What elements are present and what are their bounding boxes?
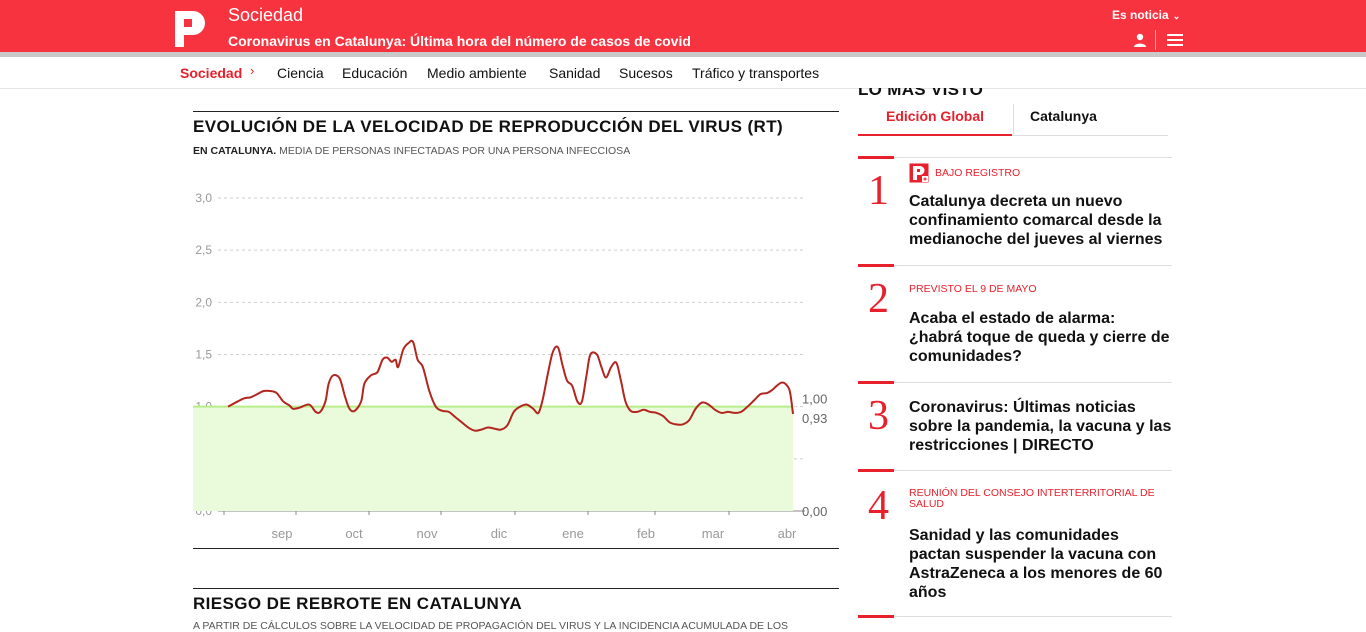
user-button[interactable]	[1125, 30, 1156, 50]
item-accent	[858, 381, 894, 384]
x-tick-label: abr	[778, 526, 797, 541]
item-kicker: PREVISTO EL 9 DE MAYO	[909, 283, 1037, 295]
tab-catalunya[interactable]: Catalunya	[1013, 104, 1167, 134]
chart2-top-rule	[193, 588, 839, 589]
es-noticia-label: Es noticia	[1112, 8, 1169, 22]
chevron-down-icon: ⌄	[1172, 11, 1181, 21]
x-tick-label: ene	[562, 526, 584, 541]
item-headline[interactable]: Sanidad y las comunidades pactan suspend…	[909, 527, 1163, 601]
section-title[interactable]: Sociedad	[228, 5, 304, 25]
y-tick-label: 2,0	[195, 295, 212, 309]
subnav-item-sociedad[interactable]: Sociedad	[180, 65, 243, 81]
below-threshold-fill	[193, 406, 793, 511]
end-value-labels: 1,00 0,93 0,00	[802, 392, 827, 519]
y-tick-label: 3,0	[195, 191, 212, 205]
header-headline[interactable]: Coronavirus en Catalunya: Última hora de…	[228, 33, 691, 49]
end-value-label: 0,93	[802, 411, 827, 426]
subnav-item-sanidad[interactable]: Sanidad	[549, 65, 601, 81]
item-headline[interactable]: Catalunya decreta un nuevo confinamiento…	[909, 193, 1163, 248]
chart2-subtitle: A PARTIR DE CÁLCULOS SOBRE LA VELOCIDAD …	[193, 620, 788, 632]
menu-button[interactable]	[1160, 30, 1190, 50]
list-item[interactable]: 4 REUNIÓN DEL CONSEJO INTERTERRITORIAL D…	[858, 469, 1172, 617]
section-nav: Sociedad › Ciencia Educación Medio ambie…	[0, 57, 1366, 89]
logo-icon[interactable]	[175, 11, 207, 47]
subnav-item-medio-ambiente[interactable]: Medio ambiente	[427, 65, 527, 81]
x-tick-label: oct	[345, 526, 363, 541]
list-item[interactable]: 1 BAJO REGISTRO Catalunya decreta un nue…	[858, 156, 1172, 266]
list-item[interactable]: 2 PREVISTO EL 9 DE MAYO Acaba el estado …	[858, 264, 1172, 383]
item-accent	[858, 469, 894, 472]
subnav-item-educacion[interactable]: Educación	[342, 65, 408, 81]
chart-title: EVOLUCIÓN DE LA VELOCIDAD DE REPRODUCCIÓ…	[193, 117, 784, 136]
rank-number: 1	[868, 168, 889, 214]
list-item	[858, 615, 1172, 626]
y-tick-label: 2,5	[195, 243, 212, 257]
x-axis-ticks: sep oct nov dic ene feb mar abr	[223, 511, 797, 541]
item-kicker: REUNIÓN DEL CONSEJO INTERTERRITORIAL DE …	[909, 487, 1155, 510]
chart-bottom-rule	[193, 548, 839, 549]
item-headline[interactable]: Coronavirus: Últimas noticias sobre la p…	[909, 399, 1172, 454]
x-tick-label: mar	[702, 526, 725, 541]
x-tick-label: sep	[272, 526, 293, 541]
registered-badge-icon	[909, 163, 929, 183]
end-value-label: 0,00	[802, 504, 827, 519]
subnav-item-trafico[interactable]: Tráfico y transportes	[692, 65, 820, 81]
chevron-right-icon: ›	[250, 63, 255, 78]
most-viewed-tabs: Edición Global Catalunya	[858, 104, 1168, 136]
y-axis-ticks: 0,00,51,01,52,02,53,0	[195, 191, 212, 518]
chart2-title: RIESGO DE REBROTE EN CATALUNYA	[193, 594, 523, 613]
x-tick-label: dic	[491, 526, 508, 541]
item-headline[interactable]: Acaba el estado de alarma: ¿habrá toque …	[909, 310, 1170, 365]
item-accent	[858, 156, 894, 159]
chart-subtitle-bold: EN CATALUNYA.	[193, 145, 277, 157]
rt-series-line	[227, 339, 794, 432]
subnav-item-ciencia[interactable]: Ciencia	[277, 65, 324, 81]
chart-subtitle-rest: MEDIA DE PERSONAS INFECTADAS POR UNA PER…	[276, 145, 631, 157]
chart-subtitle: EN CATALUNYA. MEDIA DE PERSONAS INFECTAD…	[193, 145, 630, 157]
subnav-item-sucesos[interactable]: Sucesos	[619, 65, 673, 81]
x-tick-label: nov	[417, 526, 438, 541]
item-accent	[858, 264, 894, 267]
x-tick-label: feb	[637, 526, 655, 541]
kicker-text: BAJO REGISTRO	[935, 166, 1021, 179]
most-viewed-title: LO MÁS VISTO	[858, 80, 984, 99]
header-shadow	[0, 52, 1366, 57]
user-icon	[1134, 33, 1146, 47]
hamburger-icon	[1167, 34, 1183, 46]
y-tick-label: 1,5	[195, 348, 212, 362]
rank-number: 3	[868, 393, 889, 439]
chart-top-rule	[193, 111, 839, 112]
rank-number: 4	[868, 483, 889, 529]
tab-edicion-global[interactable]: Edición Global	[858, 104, 1012, 136]
item-kicker: BAJO REGISTRO	[909, 163, 1169, 183]
rt-chart: 0,00,51,01,52,02,53,0 sepoctnovdicenefeb…	[193, 191, 827, 541]
es-noticia-dropdown[interactable]: Es noticia ⌄	[1112, 8, 1180, 22]
list-item[interactable]: 3 Coronavirus: Últimas noticias sobre la…	[858, 381, 1172, 471]
top-header: Sociedad Coronavirus en Catalunya: Últim…	[0, 0, 1366, 52]
rank-number: 2	[868, 276, 889, 322]
end-value-label: 1,00	[802, 392, 827, 407]
item-accent	[858, 615, 894, 618]
